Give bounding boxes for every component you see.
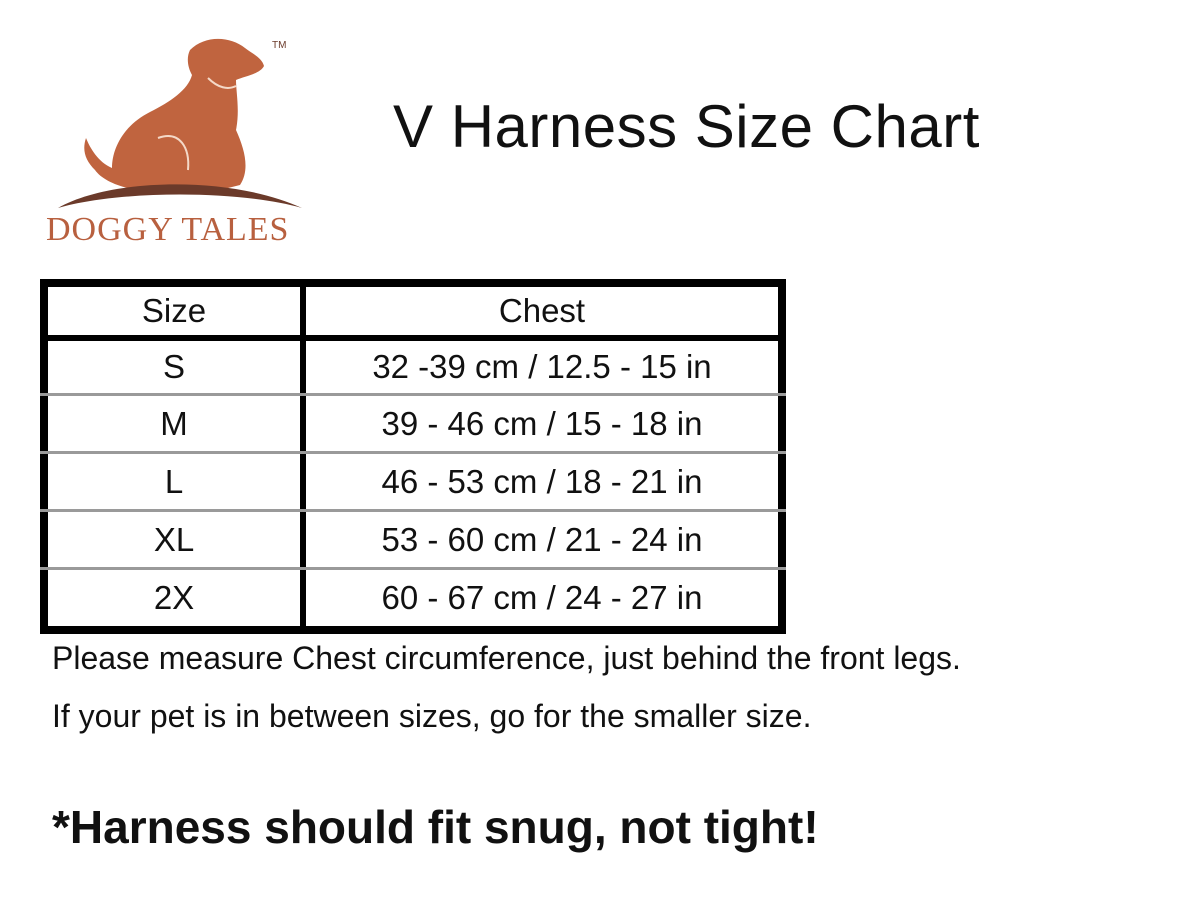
size-cell: L bbox=[48, 454, 300, 509]
fit-warning: *Harness should fit snug, not tight! bbox=[52, 801, 819, 853]
chest-cell: 46 - 53 cm / 18 - 21 in bbox=[306, 454, 778, 509]
size-cell: M bbox=[48, 396, 300, 451]
size-cell: 2X bbox=[48, 570, 300, 626]
size-cell: S bbox=[48, 341, 300, 393]
doggy-tales-logo: TM DOGGY TALES bbox=[40, 30, 310, 250]
chest-cell: 53 - 60 cm / 21 - 24 in bbox=[306, 512, 778, 567]
chest-cell: 39 - 46 cm / 15 - 18 in bbox=[306, 396, 778, 451]
brand-name: DOGGY TALES bbox=[46, 211, 289, 248]
page-title: V Harness Size Chart bbox=[393, 93, 980, 160]
size-table: Size Chest S 32 -39 cm / 12.5 - 15 in M … bbox=[40, 279, 786, 634]
sizing-note: If your pet is in between sizes, go for … bbox=[52, 698, 812, 734]
chest-cell: 32 -39 cm / 12.5 - 15 in bbox=[306, 341, 778, 393]
trademark-mark: TM bbox=[272, 40, 286, 51]
header-size: Size bbox=[48, 287, 300, 335]
chest-cell: 60 - 67 cm / 24 - 27 in bbox=[306, 570, 778, 626]
size-cell: XL bbox=[48, 512, 300, 567]
measure-note: Please measure Chest circumference, just… bbox=[52, 640, 961, 676]
header-chest: Chest bbox=[306, 287, 778, 335]
